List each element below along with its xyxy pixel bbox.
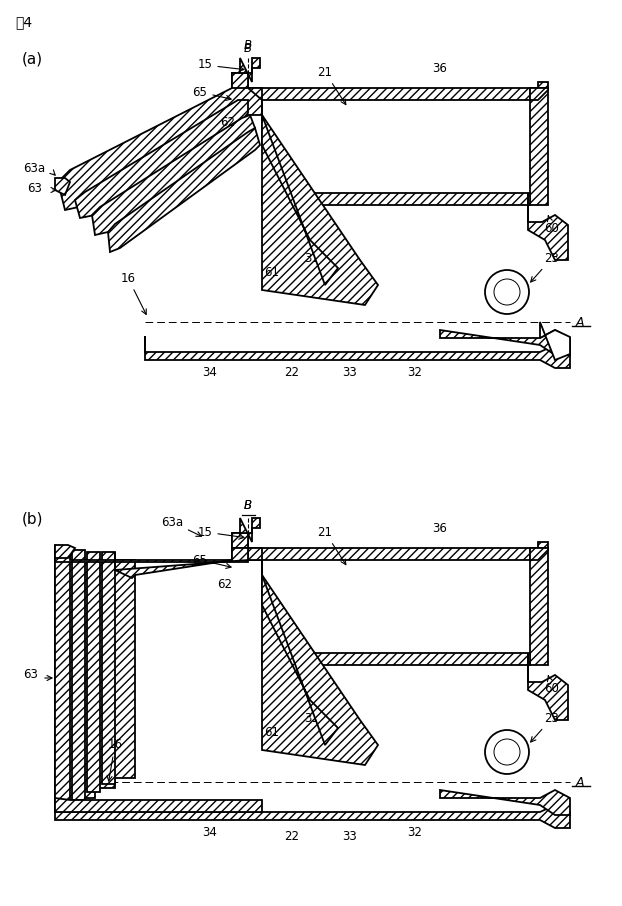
Circle shape	[494, 279, 520, 305]
Polygon shape	[92, 115, 255, 235]
Polygon shape	[55, 178, 70, 195]
Text: 33: 33	[343, 367, 358, 380]
Polygon shape	[440, 330, 570, 355]
Text: A: A	[576, 315, 585, 329]
Text: 63: 63	[23, 669, 38, 681]
Text: 60: 60	[545, 676, 559, 695]
Text: 63: 63	[27, 181, 42, 195]
Polygon shape	[232, 73, 262, 100]
Polygon shape	[108, 128, 260, 252]
Polygon shape	[102, 552, 115, 784]
Polygon shape	[262, 653, 530, 665]
Polygon shape	[530, 548, 548, 560]
Polygon shape	[232, 533, 548, 560]
Polygon shape	[232, 73, 548, 100]
Text: 34: 34	[203, 367, 218, 380]
Text: 21: 21	[317, 65, 346, 104]
Text: 15: 15	[198, 59, 244, 72]
Text: 围4: 围4	[15, 15, 32, 29]
Polygon shape	[528, 193, 568, 260]
Text: (b): (b)	[22, 512, 44, 527]
Text: 61: 61	[264, 726, 279, 738]
Text: 32: 32	[407, 367, 422, 380]
Text: 63a: 63a	[23, 161, 45, 175]
Polygon shape	[262, 115, 338, 285]
Text: 22: 22	[284, 830, 300, 843]
Text: B: B	[244, 499, 252, 512]
Polygon shape	[115, 548, 248, 578]
Text: 33: 33	[343, 830, 358, 843]
Polygon shape	[530, 88, 548, 205]
Text: 62: 62	[221, 115, 236, 129]
Text: 16: 16	[107, 738, 123, 781]
Text: 15: 15	[198, 525, 244, 539]
Text: 63a: 63a	[161, 516, 202, 536]
Text: 36: 36	[432, 62, 447, 74]
Text: 31: 31	[305, 711, 320, 725]
Polygon shape	[87, 552, 100, 792]
Polygon shape	[75, 100, 248, 218]
Text: 23: 23	[531, 252, 559, 282]
Text: 60: 60	[545, 216, 559, 235]
Text: 31: 31	[305, 252, 320, 265]
Text: 32: 32	[407, 826, 422, 840]
Polygon shape	[240, 58, 260, 82]
Circle shape	[494, 739, 520, 765]
Polygon shape	[540, 322, 570, 360]
Polygon shape	[55, 548, 248, 562]
Text: A: A	[576, 776, 585, 788]
Polygon shape	[72, 550, 85, 800]
Text: 62: 62	[218, 579, 233, 592]
Polygon shape	[145, 336, 570, 368]
Text: 34: 34	[203, 826, 218, 840]
Text: 22: 22	[284, 367, 300, 380]
Polygon shape	[240, 518, 260, 542]
Polygon shape	[262, 575, 338, 745]
Text: 21: 21	[317, 525, 346, 564]
Text: 61: 61	[264, 265, 279, 278]
Polygon shape	[530, 88, 548, 100]
Polygon shape	[58, 88, 262, 210]
Polygon shape	[262, 560, 378, 765]
Text: B: B	[244, 42, 252, 55]
Text: B: B	[244, 499, 252, 512]
Text: B: B	[244, 39, 252, 52]
Text: 16: 16	[121, 272, 146, 314]
Polygon shape	[262, 100, 378, 305]
Text: (a): (a)	[22, 52, 43, 67]
Text: 23: 23	[531, 711, 559, 742]
Polygon shape	[55, 545, 135, 808]
Polygon shape	[262, 193, 530, 205]
Polygon shape	[55, 548, 70, 810]
Text: 36: 36	[432, 522, 447, 535]
Polygon shape	[55, 545, 75, 558]
Polygon shape	[232, 533, 262, 560]
Text: 65: 65	[193, 554, 231, 568]
Polygon shape	[55, 798, 262, 812]
Polygon shape	[55, 796, 570, 828]
Polygon shape	[528, 653, 568, 720]
Polygon shape	[440, 790, 570, 815]
Polygon shape	[530, 548, 548, 665]
Text: 65: 65	[193, 85, 231, 101]
